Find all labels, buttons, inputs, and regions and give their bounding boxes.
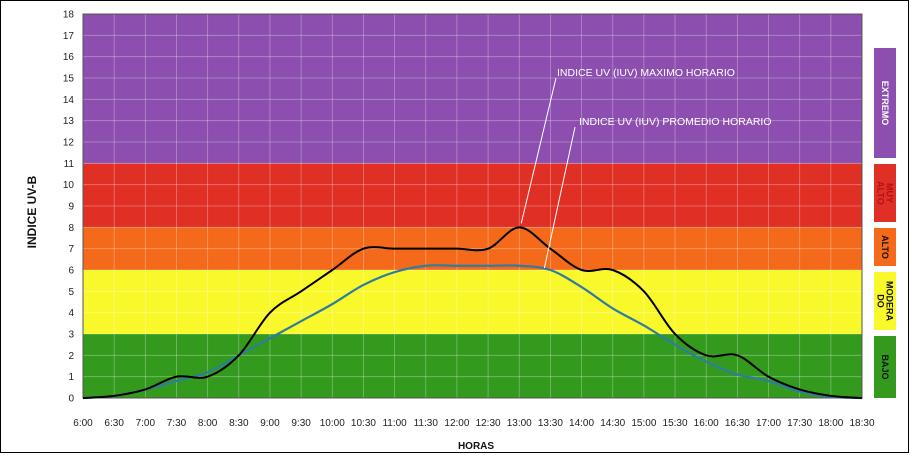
legend-block-muy-alto (874, 164, 896, 222)
series-max-line (82, 226, 863, 399)
x-tick-label: 15:00 (631, 418, 656, 429)
legend-label: ALTO (880, 235, 890, 259)
avg-series-leader (543, 126, 576, 269)
y-tick-label: 6 (68, 266, 74, 277)
x-tick-label: 16:30 (725, 418, 750, 429)
x-tick-label: 18:30 (849, 418, 874, 429)
y-tick-label: 16 (63, 52, 75, 63)
y-tick-label: 1 (68, 372, 74, 383)
y-tick-label: 4 (68, 308, 74, 319)
legend-block-bajo (874, 336, 896, 398)
series-label-max: INDICE UV (IUV) MAXIMO HORARIO (557, 67, 735, 79)
band-extremo (83, 14, 862, 164)
x-tick-label: 15:30 (663, 418, 688, 429)
x-tick-label: 9:30 (291, 418, 311, 429)
max-series-leader (520, 77, 557, 224)
x-tick-label: 17:00 (756, 418, 781, 429)
legend-label: BAJO (880, 354, 890, 379)
x-tick-label: 10:30 (351, 418, 376, 429)
legend-label: MUYALTO (876, 181, 895, 205)
x-tick-label: 6:30 (104, 418, 124, 429)
series-lines (82, 226, 863, 400)
x-tick-labels: 6:00 6:30 7:00 7:30 8:00 8:30 9:00 9:30 10:00 10:… (73, 418, 875, 429)
x-tick-label: 8:00 (198, 418, 218, 429)
x-tick-label: 13:00 (507, 418, 532, 429)
x-tick-label: 8:30 (229, 418, 249, 429)
y-tick-label: 18 (63, 10, 75, 21)
x-tick-label: 6:00 (73, 418, 93, 429)
x-tick-label: 18:00 (818, 418, 843, 429)
x-tick-label: 11:30 (414, 418, 439, 429)
x-tick-label: 12:00 (444, 418, 469, 429)
y-tick-label: 7 (68, 244, 74, 255)
y-tick-label: 15 (63, 74, 75, 85)
y-tick-label: 5 (68, 287, 74, 298)
band-modera-do (83, 270, 862, 334)
x-tick-label: 17:30 (787, 418, 812, 429)
y-tick-label: 12 (63, 138, 75, 149)
plot-area-border (82, 13, 863, 399)
uv-bands (83, 14, 862, 398)
y-tick-label: 9 (68, 202, 74, 213)
grid-lines (82, 13, 863, 399)
x-tick-label: 13:30 (538, 418, 563, 429)
x-tick-label: 11:00 (382, 418, 407, 429)
y-axis-title: INDICE UV-B (25, 175, 39, 248)
x-tick-label: 16:00 (694, 418, 719, 429)
x-tick-label: 9:00 (260, 418, 280, 429)
legend-label: MODERADO (876, 281, 895, 321)
legend-block-modera-do (874, 272, 896, 330)
x-tick-label: 12:30 (476, 418, 501, 429)
annotations: INDICE UV (IUV) MAXIMO HORARIO INDICE UV … (520, 67, 772, 269)
band-bajo (83, 334, 862, 398)
x-tick-label: 7:00 (136, 418, 156, 429)
y-tick-label: 17 (63, 31, 75, 42)
category-legend: EXTREMO MUYALTO ALTO MODERADO BAJO (874, 48, 896, 398)
y-tick-label: 13 (63, 116, 75, 127)
legend-label: EXTREMO (880, 81, 890, 126)
y-tick-label: 10 (63, 180, 75, 191)
x-tick-label: 14:00 (569, 418, 594, 429)
x-tick-label: 14:30 (600, 418, 625, 429)
y-tick-label: 0 (68, 394, 74, 405)
series-avg-line (82, 264, 863, 400)
series-label-avg: INDICE UV (IUV) PROMEDIO HORARIO (579, 116, 772, 128)
x-tick-label: 7:30 (167, 418, 187, 429)
y-tick-label: 11 (64, 159, 75, 170)
y-tick-label: 8 (68, 223, 74, 234)
band-alto (83, 227, 862, 270)
legend-block-extremo (874, 48, 896, 158)
y-tick-label: 2 (68, 351, 74, 362)
x-axis-title: HORAS (458, 441, 494, 452)
y-tick-label: 14 (63, 95, 75, 106)
y-tick-label: 3 (68, 330, 74, 341)
legend-block-alto (874, 228, 896, 266)
band-muy-alto (83, 163, 862, 228)
x-tick-label: 10:00 (320, 418, 345, 429)
